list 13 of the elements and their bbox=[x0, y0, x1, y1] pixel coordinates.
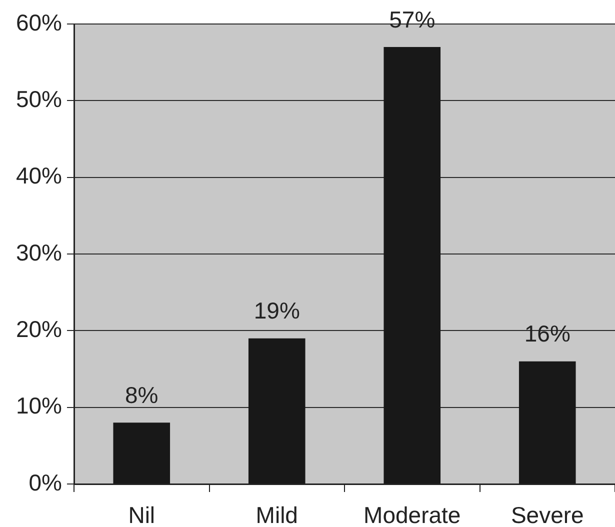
x-tick-label: Mild bbox=[256, 502, 298, 527]
y-tick-label: 10% bbox=[16, 392, 62, 419]
x-tick-label: Moderate bbox=[364, 502, 461, 527]
data-label: 8% bbox=[125, 382, 158, 408]
y-tick-label: 20% bbox=[16, 316, 62, 342]
y-tick-label: 0% bbox=[28, 469, 62, 496]
data-label: 19% bbox=[254, 298, 300, 324]
y-tick-label: 60% bbox=[16, 9, 62, 36]
y-tick-label: 30% bbox=[16, 239, 62, 266]
y-tick-label: 40% bbox=[16, 162, 62, 189]
y-tick-label: 50% bbox=[16, 86, 62, 112]
x-tick-label: Nil bbox=[128, 502, 156, 527]
x-tick-label: Severe bbox=[510, 502, 584, 527]
